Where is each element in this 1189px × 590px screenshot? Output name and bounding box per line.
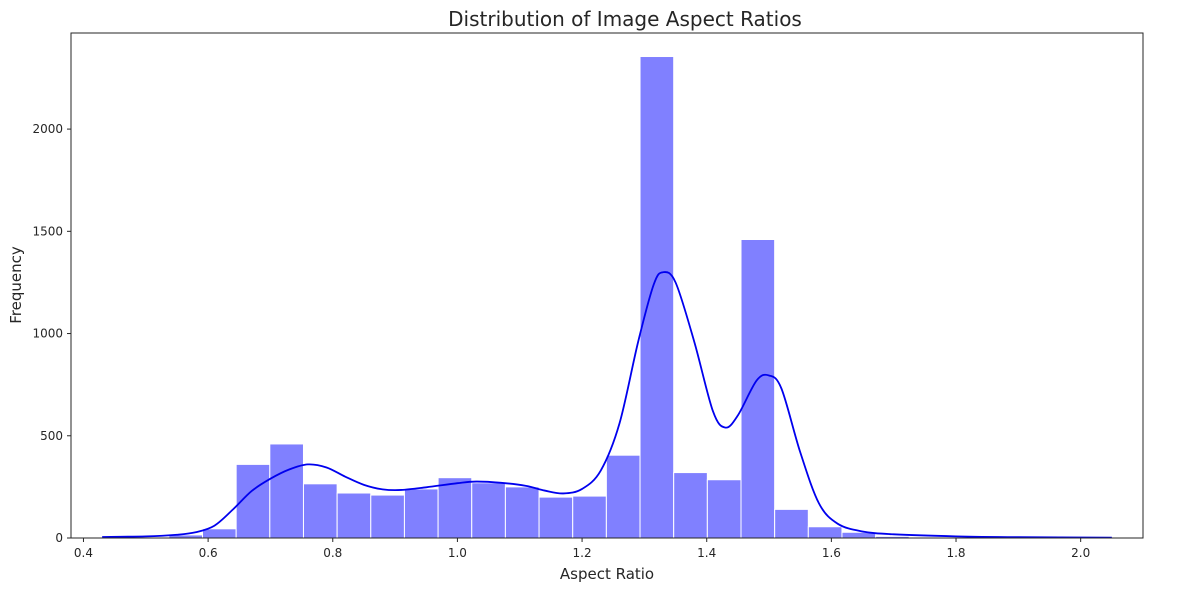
- histogram-bar: [774, 508, 809, 539]
- y-tick-label: 1000: [32, 327, 63, 341]
- x-tick-label: 0.6: [199, 546, 218, 560]
- x-tick-label: 1.6: [822, 546, 841, 560]
- histogram-bar: [302, 483, 338, 539]
- histogram-bar: [403, 488, 439, 539]
- x-tick-label: 2.0: [1071, 546, 1090, 560]
- histogram-bars: [168, 56, 1112, 539]
- histogram-bar: [605, 454, 641, 539]
- histogram-bar: [202, 528, 237, 539]
- y-axis: 0 500 1000 1500 2000: [32, 122, 71, 545]
- histogram-bar: [740, 238, 776, 539]
- kde-curve: [102, 271, 1112, 539]
- histogram-bar: [370, 494, 405, 539]
- x-tick-label: 0.4: [74, 546, 93, 560]
- histogram-bar: [437, 477, 473, 539]
- y-axis-title: Frequency: [7, 246, 25, 324]
- x-tick-label: 1.2: [573, 546, 592, 560]
- x-tick-label: 0.8: [323, 546, 342, 560]
- y-tick-label: 1500: [32, 224, 63, 238]
- histogram-bar: [504, 486, 540, 539]
- x-tick-label: 1.4: [697, 546, 716, 560]
- y-tick-label: 500: [40, 429, 63, 443]
- histogram-bar: [471, 482, 506, 539]
- histogram-bar: [639, 56, 675, 539]
- x-tick-label: 1.0: [448, 546, 467, 560]
- x-tick-label: 1.8: [946, 546, 965, 560]
- chart-title: Distribution of Image Aspect Ratios: [448, 7, 802, 31]
- histogram-bar: [673, 472, 708, 539]
- histogram-bar: [807, 526, 843, 539]
- histogram-bar: [538, 496, 574, 539]
- plot-frame: [70, 32, 1144, 539]
- histogram-bar: [336, 492, 372, 539]
- x-axis: 0.4 0.6 0.8 1.0 1.2 1.4 1.6 1.8 2.0: [74, 538, 1090, 560]
- histogram-bar: [706, 479, 742, 539]
- y-tick-label: 0: [55, 531, 63, 545]
- kde-layer: [102, 271, 1112, 539]
- histogram-bar: [269, 443, 304, 539]
- histogram-bar: [572, 495, 607, 539]
- x-axis-title: Aspect Ratio: [560, 565, 654, 583]
- y-tick-label: 2000: [32, 122, 63, 136]
